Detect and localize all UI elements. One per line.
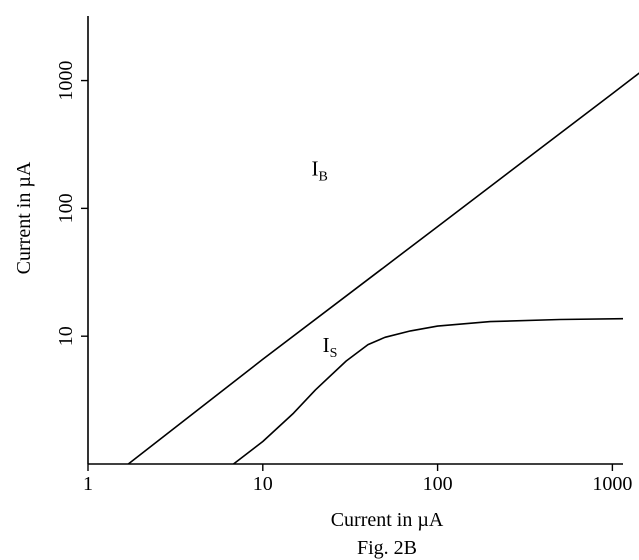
- figure-caption: Fig. 2B: [357, 537, 417, 559]
- y-tick-label-1000: 1000: [55, 61, 77, 101]
- series-line-i-b: [127, 72, 639, 464]
- x-tick-label-1: 1: [83, 473, 93, 495]
- y-tick-label-100: 100: [55, 193, 77, 223]
- axes: 1 10 100 1000 10 100 1000: [55, 16, 632, 495]
- series-label-i-b: IB: [312, 157, 328, 185]
- y-axis-label: Current in µA: [13, 161, 35, 274]
- series-line-i-s: [233, 317, 624, 464]
- x-axis-label: Current in µA: [331, 509, 444, 531]
- x-tick-label-1000: 1000: [592, 473, 632, 495]
- labels: Current in µA Current in µA Fig. 2B: [13, 161, 444, 559]
- series-label-i-s: IS: [323, 333, 338, 361]
- y-tick-label-10: 10: [55, 326, 77, 346]
- series-layer: IB IS: [127, 72, 639, 464]
- x-tick-label-10: 10: [253, 473, 273, 495]
- x-tick-label-100: 100: [423, 473, 453, 495]
